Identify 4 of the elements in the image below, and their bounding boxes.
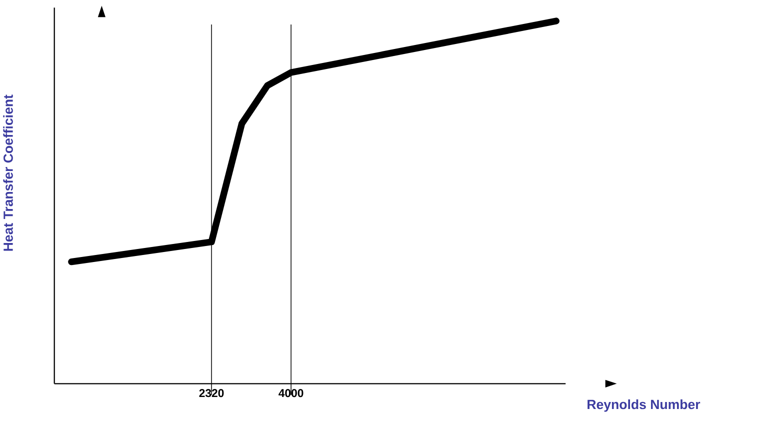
x-tick-label: 2320: [199, 389, 224, 398]
y-axis-title: Heat Transfer Coefficient: [3, 94, 13, 251]
x-tick-label: 4000: [278, 389, 304, 398]
x-axis-title: Reynolds Number: [588, 400, 700, 412]
